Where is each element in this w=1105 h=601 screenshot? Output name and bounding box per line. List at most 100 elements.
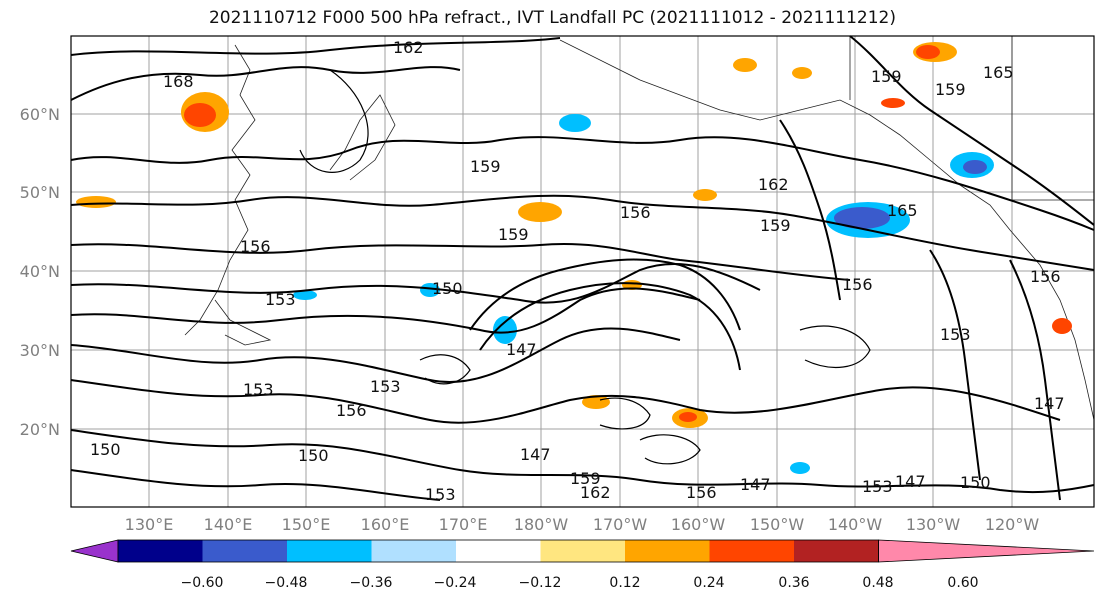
patch-red-alaska-2	[881, 98, 905, 108]
colorbar-outline	[117, 539, 879, 563]
contour-line-13	[479, 282, 741, 371]
contour-line-9	[70, 379, 1061, 424]
contour-label: 159	[570, 469, 601, 488]
contour-label: 159	[871, 67, 902, 86]
contour-label: 147	[506, 340, 537, 359]
lon-label: 180°W	[514, 515, 569, 534]
colorbar-tick-label: 0.36	[778, 575, 809, 591]
lat-label: 20°N	[20, 420, 60, 439]
contour-label: 147	[520, 445, 551, 464]
colorbar-tick-label: 0.60	[947, 575, 978, 591]
contour-label: 159	[935, 80, 966, 99]
patch-red-hawaii	[679, 412, 697, 422]
colorbar-segment	[118, 540, 203, 562]
colorbar-segment	[709, 540, 795, 562]
alaska-canada-coastline	[559, 39, 1095, 421]
colorbar-segment	[794, 540, 879, 562]
lon-label: 130°W	[906, 515, 961, 534]
patch-blue-canada	[963, 160, 987, 174]
contour-line-14	[849, 35, 1095, 226]
colorbar	[70, 539, 1095, 563]
patch-orange-central	[582, 395, 610, 409]
contour-label: 147	[895, 472, 926, 491]
contour-label: 147	[1034, 394, 1065, 413]
contour-line-11	[70, 469, 441, 501]
colorbar-tick-labels: −0.60 −0.48 −0.36 −0.24 −0.12 0.12 0.24 …	[181, 575, 979, 591]
contour-label-group: 162 168 159 165 159 162 156 159 165 159 …	[90, 38, 1065, 504]
lon-label: 170°W	[593, 515, 648, 534]
longitude-labels: 130°E 140°E 150°E 160°E 170°E 180°W 170°…	[125, 515, 1040, 534]
contour-line-2	[70, 66, 461, 101]
contour-line-15	[779, 119, 841, 301]
contour-label: 159	[470, 157, 501, 176]
contour-label: 168	[163, 72, 194, 91]
small-contour-5	[639, 434, 701, 465]
contour-line-6	[70, 262, 761, 304]
contour-label: 165	[983, 63, 1014, 82]
contour-label: 147	[740, 475, 771, 494]
contour-label: 159	[760, 216, 791, 235]
small-contours	[299, 69, 871, 465]
colorbar-tick-label: −0.36	[350, 575, 393, 591]
lat-label: 60°N	[20, 105, 60, 124]
contour-line-5	[70, 243, 851, 281]
patch-orange-bering-south	[518, 202, 562, 222]
lon-label: 150°E	[282, 515, 331, 534]
kamchatka-coastline	[329, 94, 396, 181]
lon-label: 150°W	[750, 515, 805, 534]
contour-label: 156	[620, 203, 651, 222]
contour-label: 153	[940, 325, 971, 344]
asia-coastline	[184, 44, 256, 336]
lat-label: 50°N	[20, 183, 60, 202]
latitude-labels: 60°N 50°N 40°N 30°N 20°N	[20, 105, 60, 439]
coastlines	[184, 36, 1095, 421]
contour-label: 150	[960, 473, 991, 492]
japan-coastline	[214, 299, 272, 346]
patch-blue-gulf	[834, 207, 890, 229]
lon-label: 130°E	[125, 515, 174, 534]
colorbar-segment	[371, 540, 457, 562]
shading-patches	[76, 42, 1072, 474]
contour-label: 162	[758, 175, 789, 194]
lon-label: 120°W	[985, 515, 1040, 534]
colorbar-extend-min	[70, 539, 119, 563]
contour-line-8	[70, 327, 681, 383]
contour-label: 150	[298, 446, 329, 465]
contour-label: 159	[498, 225, 529, 244]
map-border	[70, 35, 1095, 508]
colorbar-segment	[287, 540, 372, 562]
contour-lines	[70, 35, 1095, 501]
colorbar-tick-label: −0.48	[265, 575, 308, 591]
patch-cyan-midpacific	[493, 316, 517, 344]
colorbar-tick-label: 0.24	[693, 575, 724, 591]
contour-label: 162	[580, 483, 611, 502]
small-contour-4	[419, 354, 471, 385]
patch-cyan-south	[790, 462, 810, 474]
patch-orange-north-2	[792, 67, 812, 79]
colorbar-tick-label: 0.48	[862, 575, 893, 591]
patch-orange-northeast	[693, 189, 717, 201]
lat-label: 30°N	[20, 341, 60, 360]
contour-label: 165	[887, 201, 918, 220]
patch-cyan-midpacific-2	[420, 283, 440, 297]
contour-label: 153	[265, 290, 296, 309]
contour-label: 156	[686, 483, 717, 502]
contour-label: 153	[862, 477, 893, 496]
lon-label: 160°E	[361, 515, 410, 534]
colorbar-tick-label: −0.24	[434, 575, 477, 591]
contour-label: 153	[425, 485, 456, 504]
colorbar-tick-label: −0.12	[519, 575, 562, 591]
lon-label: 160°W	[671, 515, 726, 534]
contour-label: 153	[243, 380, 274, 399]
lon-label: 170°E	[439, 515, 488, 534]
contour-label: 153	[370, 377, 401, 396]
contour-line-17	[1009, 259, 1061, 501]
small-contour-3	[799, 325, 871, 368]
patch-cyan-west	[293, 290, 317, 300]
lat-label: 40°N	[20, 262, 60, 281]
contour-label: 162	[393, 38, 424, 57]
colorbar-extend-max	[878, 539, 1095, 563]
contour-label: 156	[1030, 267, 1061, 286]
graticule	[71, 36, 1094, 507]
colorbar-segment	[456, 540, 541, 562]
